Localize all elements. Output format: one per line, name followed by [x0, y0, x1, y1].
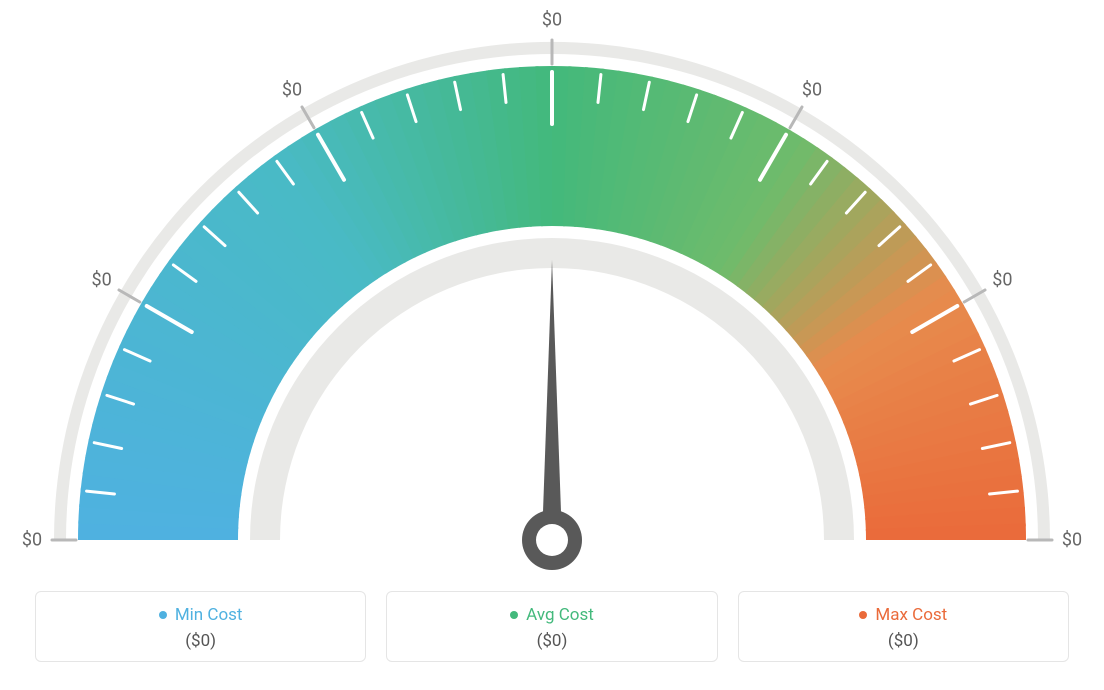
- legend-max-value: ($0): [739, 631, 1068, 651]
- gauge-area: $0 $0 $0 $0 $0 $0 $0: [22, 10, 1082, 570]
- legend-avg-value: ($0): [387, 631, 716, 651]
- legend-min-value: ($0): [36, 631, 365, 651]
- gauge-tick-label: $0: [22, 530, 42, 551]
- legend-max: Max Cost ($0): [738, 591, 1069, 662]
- gauge-tick-label: $0: [542, 10, 562, 31]
- gauge-tick-label: $0: [802, 79, 822, 100]
- legend-min-dot: [159, 611, 167, 619]
- gauge-svg: [22, 10, 1082, 570]
- legend-min: Min Cost ($0): [35, 591, 366, 662]
- legend-avg-label: Avg Cost: [526, 605, 594, 625]
- legend-min-label-row: Min Cost: [159, 605, 243, 625]
- legend-avg-label-row: Avg Cost: [510, 605, 594, 625]
- gauge-tick-label: $0: [992, 270, 1012, 291]
- legend-max-label: Max Cost: [875, 605, 947, 625]
- legend-max-dot: [859, 611, 867, 619]
- cost-gauge-chart: $0 $0 $0 $0 $0 $0 $0 Min Cost ($0) Avg Cost ($…: [0, 0, 1104, 690]
- legend-row: Min Cost ($0) Avg Cost ($0) Max Cost ($0…: [35, 591, 1069, 662]
- legend-min-label: Min Cost: [175, 605, 243, 625]
- gauge-tick-label: $0: [282, 79, 302, 100]
- legend-avg-dot: [510, 611, 518, 619]
- legend-avg: Avg Cost ($0): [386, 591, 717, 662]
- legend-max-label-row: Max Cost: [859, 605, 947, 625]
- gauge-tick-label: $0: [92, 270, 112, 291]
- gauge-tick-label: $0: [1062, 530, 1082, 551]
